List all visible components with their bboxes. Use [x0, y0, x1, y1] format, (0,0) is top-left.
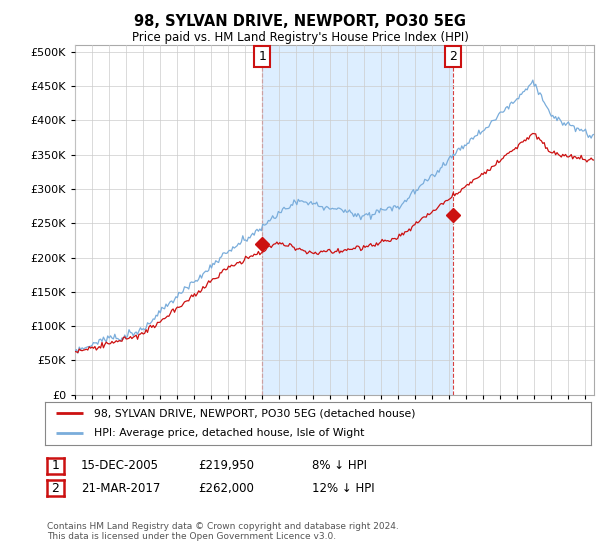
- Text: 1: 1: [51, 459, 59, 473]
- Text: 2: 2: [449, 50, 457, 63]
- Text: 12% ↓ HPI: 12% ↓ HPI: [312, 482, 374, 495]
- Text: 1: 1: [258, 50, 266, 63]
- Text: 98, SYLVAN DRIVE, NEWPORT, PO30 5EG: 98, SYLVAN DRIVE, NEWPORT, PO30 5EG: [134, 14, 466, 29]
- Text: HPI: Average price, detached house, Isle of Wight: HPI: Average price, detached house, Isle…: [94, 428, 365, 438]
- Text: 15-DEC-2005: 15-DEC-2005: [81, 459, 159, 473]
- Text: 8% ↓ HPI: 8% ↓ HPI: [312, 459, 367, 473]
- Text: Price paid vs. HM Land Registry's House Price Index (HPI): Price paid vs. HM Land Registry's House …: [131, 31, 469, 44]
- Text: 21-MAR-2017: 21-MAR-2017: [81, 482, 160, 495]
- Text: 98, SYLVAN DRIVE, NEWPORT, PO30 5EG (detached house): 98, SYLVAN DRIVE, NEWPORT, PO30 5EG (det…: [94, 408, 416, 418]
- Text: Contains HM Land Registry data © Crown copyright and database right 2024.
This d: Contains HM Land Registry data © Crown c…: [47, 522, 398, 542]
- Text: £262,000: £262,000: [198, 482, 254, 495]
- Text: £219,950: £219,950: [198, 459, 254, 473]
- Bar: [262, 45, 453, 395]
- Text: 2: 2: [51, 482, 59, 495]
